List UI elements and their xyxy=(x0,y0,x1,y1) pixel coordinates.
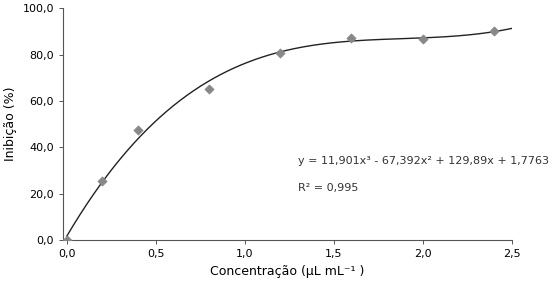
Point xyxy=(276,51,284,56)
X-axis label: Concentração (μL mL⁻¹ ): Concentração (μL mL⁻¹ ) xyxy=(210,265,365,278)
Point xyxy=(133,128,142,132)
Point xyxy=(204,87,213,92)
Point xyxy=(98,179,107,183)
Point xyxy=(62,238,71,243)
Point xyxy=(489,29,498,34)
Point xyxy=(418,37,427,42)
Point xyxy=(347,36,356,41)
Text: y = 11,901x³ - 67,392x² + 129,89x + 1,7763: y = 11,901x³ - 67,392x² + 129,89x + 1,77… xyxy=(298,156,549,166)
Y-axis label: Inibição (%): Inibição (%) xyxy=(4,87,17,162)
Text: R² = 0,995: R² = 0,995 xyxy=(298,183,358,193)
